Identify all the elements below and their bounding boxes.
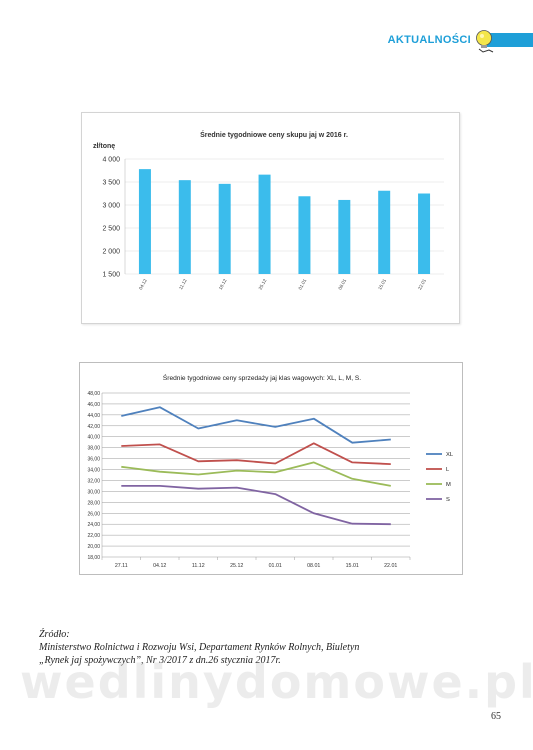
- line-ytick-label: 22,00: [87, 533, 100, 539]
- bar-chart-title: Średnie tygodniowe ceny skupu jaj w 2016…: [200, 130, 348, 139]
- line-ytick-label: 18,00: [87, 555, 100, 561]
- bar-25.12: [258, 174, 271, 274]
- line-chart-title: Średnie tygodniowe ceny sprzedaży jaj kl…: [163, 373, 361, 382]
- legend-label-M: M: [446, 482, 451, 488]
- bar-xtick-label: 25.12: [258, 278, 268, 291]
- bar-08.01: [338, 199, 351, 274]
- bar-xtick-label: 04.12: [138, 278, 148, 291]
- line-ytick-label: 28,00: [87, 500, 100, 506]
- line-ytick-label: 38,00: [87, 446, 100, 452]
- header-accent-bar: [485, 33, 533, 47]
- page-number: 65: [491, 711, 501, 722]
- bar-ytick-label: 3 500: [102, 180, 120, 187]
- line-xtick-label: 04.12: [153, 563, 166, 569]
- bar-chart-ylabel: zł/tonę: [93, 143, 115, 150]
- source-label: Źródło:: [39, 629, 70, 640]
- bar-xtick-label: 01.01: [298, 278, 308, 291]
- series-line-S: [121, 485, 391, 526]
- bar-ytick-label: 4 000: [102, 157, 120, 164]
- line-ytick-label: 44,00: [87, 413, 100, 419]
- line-xtick-label: 11.12: [192, 563, 205, 569]
- bar-chart-svg: Średnie tygodniowe ceny skupu jaj w 2016…: [93, 130, 444, 291]
- line-ytick-label: 30,00: [87, 489, 100, 495]
- bar-22.01: [418, 193, 431, 274]
- bar-ytick-label: 3 000: [102, 203, 120, 210]
- legend-label-S: S: [446, 497, 450, 503]
- line-ytick-label: 24,00: [87, 522, 100, 528]
- purchase-price-bar-chart: Średnie tygodniowe ceny skupu jaj w 2016…: [81, 112, 460, 324]
- bar-ytick-label: 2 000: [102, 249, 120, 256]
- line-chart-svg: Średnie tygodniowe ceny sprzedaży jaj kl…: [87, 373, 454, 569]
- line-xtick-label: 25.12: [230, 563, 243, 569]
- series-line-L: [121, 442, 391, 465]
- line-ytick-label: 36,00: [87, 457, 100, 463]
- line-ytick-label: 34,00: [87, 468, 100, 474]
- line-xtick-label: 27.11: [115, 563, 128, 569]
- legend-label-L: L: [446, 467, 450, 473]
- bar-04.12: [138, 169, 151, 274]
- line-ytick-label: 46,00: [87, 402, 100, 408]
- series-line-XL: [121, 406, 391, 444]
- bar-18.12: [218, 183, 231, 274]
- source-line-1: Ministerstwo Rolnictwa i Rozwoju Wsi, De…: [39, 642, 360, 653]
- bar-xtick-label: 22.01: [417, 278, 427, 291]
- bar-01.01: [298, 196, 311, 274]
- line-xtick-label: 22.01: [384, 563, 397, 569]
- section-title: AKTUALNOŚCI: [387, 34, 471, 46]
- line-xtick-label: 15.01: [346, 563, 359, 569]
- line-ytick-label: 20,00: [87, 544, 100, 550]
- line-ytick-label: 48,00: [87, 391, 100, 397]
- line-ytick-label: 40,00: [87, 435, 100, 441]
- legend-label-XL: XL: [446, 452, 454, 458]
- bar-xtick-label: 15.01: [377, 278, 387, 291]
- lightbulb-egg-icon: [476, 30, 494, 53]
- line-ytick-label: 32,00: [87, 478, 100, 484]
- bar-xtick-label: 18.12: [218, 278, 228, 291]
- bar-11.12: [178, 180, 191, 274]
- bar-ytick-label: 1 500: [102, 272, 120, 279]
- source-note: Źródło: Ministerstwo Rolnictwa i Rozwoju…: [39, 628, 509, 667]
- source-line-2: „Rynek jaj spożywczych”, Nr 3/2017 z dn.…: [39, 655, 281, 666]
- series-line-M: [121, 461, 391, 487]
- line-xtick-label: 01.01: [269, 563, 282, 569]
- page-header: AKTUALNOŚCI: [0, 28, 533, 53]
- watermark: wedlinydomowe.pl: [20, 655, 533, 709]
- bar-xtick-label: 08.01: [337, 278, 347, 291]
- line-ytick-label: 26,00: [87, 511, 100, 517]
- bar-xtick-label: 11.12: [178, 278, 188, 291]
- line-xtick-label: 08.01: [307, 563, 320, 569]
- bar-ytick-label: 2 500: [102, 226, 120, 233]
- line-ytick-label: 42,00: [87, 424, 100, 430]
- sale-price-line-chart: Średnie tygodniowe ceny sprzedaży jaj kl…: [79, 362, 463, 575]
- bar-15.01: [378, 190, 391, 274]
